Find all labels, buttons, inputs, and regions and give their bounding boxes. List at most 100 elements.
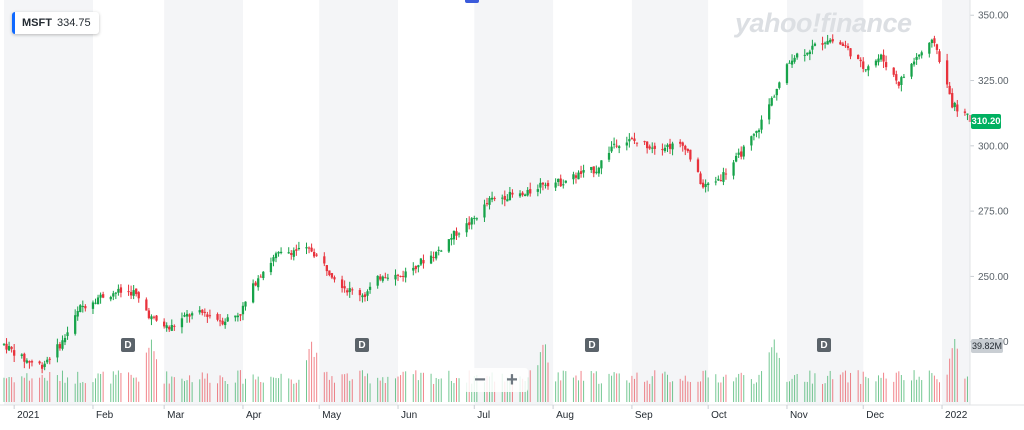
candle-body (503, 195, 506, 200)
candle-body (501, 197, 504, 199)
candle-body (358, 290, 362, 296)
candle-body (910, 63, 913, 77)
candle-body (572, 174, 575, 180)
candle-body (48, 358, 51, 360)
candle-body (846, 46, 850, 49)
candle-body (684, 145, 687, 150)
candle-body (152, 316, 156, 318)
x-tick-label: Jul (477, 410, 490, 421)
candle-body (38, 361, 41, 364)
candle-body (257, 278, 260, 288)
candle-body (928, 42, 931, 54)
top-drag-handle[interactable] (465, 0, 479, 3)
candle-body (432, 256, 435, 258)
candle-body (363, 294, 367, 297)
candle-body (610, 146, 613, 152)
candle-body (440, 250, 443, 252)
candle-body (719, 180, 723, 182)
dividend-marker[interactable]: D (817, 338, 831, 352)
candle-body (76, 310, 79, 317)
candle-body (912, 61, 916, 65)
candle-body (292, 250, 295, 257)
candle-body (597, 167, 600, 174)
zoom-out-button[interactable]: − (474, 369, 486, 391)
candle-body (653, 145, 656, 149)
candle-body (269, 262, 273, 273)
candle-body (508, 191, 512, 201)
candle-body (366, 291, 369, 296)
candle-body (325, 265, 328, 272)
dividend-marker[interactable]: D (585, 338, 599, 352)
symbol-badge[interactable]: MSFT 334.75 (12, 12, 99, 34)
candle-body (826, 40, 829, 45)
yahoo-finance-logo: yahoo!finance (735, 8, 912, 38)
candle-body (135, 288, 138, 295)
candle-body (625, 142, 628, 146)
x-tick-label: Sep (635, 410, 653, 421)
candle-body (849, 48, 852, 57)
candle-body (447, 239, 451, 252)
candle-body (74, 315, 77, 334)
candle-body (557, 178, 560, 183)
candle-body (488, 198, 491, 205)
candle-body (251, 283, 255, 303)
candle-body (768, 104, 771, 120)
dividend-marker[interactable]: D (355, 338, 369, 352)
candle-body (368, 286, 372, 290)
dividend-marker[interactable]: D (121, 338, 135, 352)
candle-body (473, 217, 476, 219)
candle-body (722, 172, 725, 182)
zoom-controls: − + (464, 368, 528, 392)
x-tick-label: Aug (556, 410, 574, 421)
candle-body (686, 148, 689, 152)
candle-body (839, 42, 842, 45)
candle-body (208, 315, 212, 317)
candle-body (490, 197, 494, 200)
candle-body (254, 282, 257, 286)
candle-body (198, 310, 201, 313)
candle-body (841, 43, 845, 46)
candle-body (704, 184, 707, 188)
candle-body (862, 61, 865, 69)
candle-body (900, 77, 903, 85)
candle-body (239, 314, 242, 316)
candle-body (328, 270, 331, 276)
candle-body (25, 360, 29, 363)
candle-body (717, 178, 720, 181)
candle-body (129, 291, 133, 296)
candle-body (734, 155, 738, 162)
candle-body (757, 130, 761, 133)
candle-body (475, 218, 478, 220)
candle-body (170, 325, 173, 331)
candle-body (752, 134, 756, 136)
candle-body (867, 66, 870, 71)
candle-body (163, 321, 166, 327)
candle-body (346, 290, 349, 293)
candle-body (643, 141, 646, 143)
candle-body (399, 275, 402, 277)
x-tick-label: Mar (167, 410, 185, 421)
candle-body (689, 149, 692, 160)
candle-body (10, 347, 13, 349)
candle-body (590, 166, 593, 170)
candle-body (956, 104, 959, 112)
candle-body (180, 318, 184, 328)
candle-body (295, 249, 298, 251)
candle-body (244, 301, 247, 307)
candle-body (435, 251, 438, 259)
y-tick-label: 300.00 (978, 141, 1009, 152)
candle-body (203, 311, 206, 313)
candle-body (330, 273, 334, 278)
candle-body (811, 45, 814, 50)
zoom-in-button[interactable]: + (506, 369, 518, 391)
y-tick-label: 350.00 (978, 11, 1009, 22)
month-band (164, 0, 243, 405)
candle-body (707, 183, 710, 186)
candle-body (615, 145, 618, 147)
candle-body (414, 266, 417, 270)
month-band (786, 0, 864, 405)
candle-body (236, 315, 240, 318)
candle-body (56, 344, 59, 358)
